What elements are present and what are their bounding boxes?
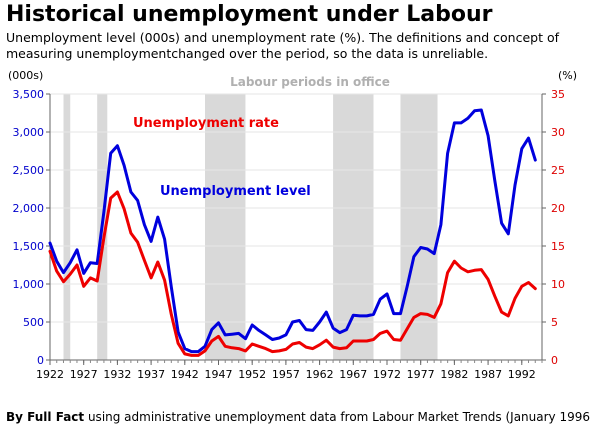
left-tick-label: 3,000 <box>13 126 45 139</box>
left-tick-label: 500 <box>23 316 44 329</box>
annotation-unemployment-level: Unemployment level <box>160 184 311 199</box>
x-tick-label: 1947 <box>204 368 232 381</box>
series-layer <box>48 108 537 357</box>
x-tick-label: 1982 <box>440 368 468 381</box>
right-tick-label: 30 <box>551 126 565 139</box>
right-tick-label: 0 <box>551 354 558 367</box>
labour-periods-label: Labour periods in office <box>230 75 390 89</box>
x-tick-label: 1922 <box>36 368 64 381</box>
annotation-unemployment-rate: Unemployment rate <box>133 116 279 131</box>
right-tick-label: 35 <box>551 88 565 101</box>
unemployment-rate-line <box>48 190 537 357</box>
left-tick-label: 0 <box>37 354 44 367</box>
left-axis-unit: (000s) <box>8 69 43 82</box>
left-tick-label: 1,000 <box>13 278 45 291</box>
x-tick-label: 1962 <box>306 368 334 381</box>
x-tick-label: 1932 <box>103 368 131 381</box>
labour-period-4 <box>400 94 438 360</box>
x-tick-label: 1957 <box>272 368 300 381</box>
x-tick-label: 1992 <box>508 368 536 381</box>
x-tick-label: 1952 <box>238 368 266 381</box>
x-tick-label: 1987 <box>474 368 502 381</box>
labour-period-3 <box>333 94 374 360</box>
page-title: Historical unemployment under Labour <box>6 2 493 27</box>
x-tick-label: 1967 <box>339 368 367 381</box>
x-tick-label: 1977 <box>407 368 435 381</box>
right-axis-unit: (%) <box>558 69 577 82</box>
right-tick-label: 15 <box>551 240 565 253</box>
unemployment-level-line <box>48 108 537 354</box>
labour-period-0 <box>63 94 71 360</box>
right-tick-label: 5 <box>551 316 558 329</box>
left-tick-label: 3,500 <box>13 88 45 101</box>
left-tick-label: 2,000 <box>13 202 45 215</box>
labour-periods-layer <box>63 94 438 360</box>
x-tick-label: 1937 <box>137 368 165 381</box>
chart-subtitle: Unemployment level (000s) and unemployme… <box>6 30 560 61</box>
x-tick-label: 1972 <box>373 368 401 381</box>
labour-period-2 <box>205 94 246 360</box>
source-footer: By Full Fact using administrative unempl… <box>6 410 590 424</box>
axes-layer: 0 0 500 5 1,000 10 1,500 15 2,000 20 2,500 25 3,000 3… <box>13 88 566 381</box>
left-tick-label: 1,500 <box>13 240 45 253</box>
right-tick-label: 10 <box>551 278 565 291</box>
footer-source-text: using administrative unemployment data f… <box>84 410 590 424</box>
footer-lead: By Full Fact <box>6 410 85 424</box>
x-tick-label: 1942 <box>171 368 199 381</box>
right-tick-label: 25 <box>551 164 565 177</box>
right-tick-label: 20 <box>551 202 565 215</box>
left-tick-label: 2,500 <box>13 164 45 177</box>
gridlines-layer <box>50 93 542 361</box>
x-tick-label: 1927 <box>70 368 98 381</box>
